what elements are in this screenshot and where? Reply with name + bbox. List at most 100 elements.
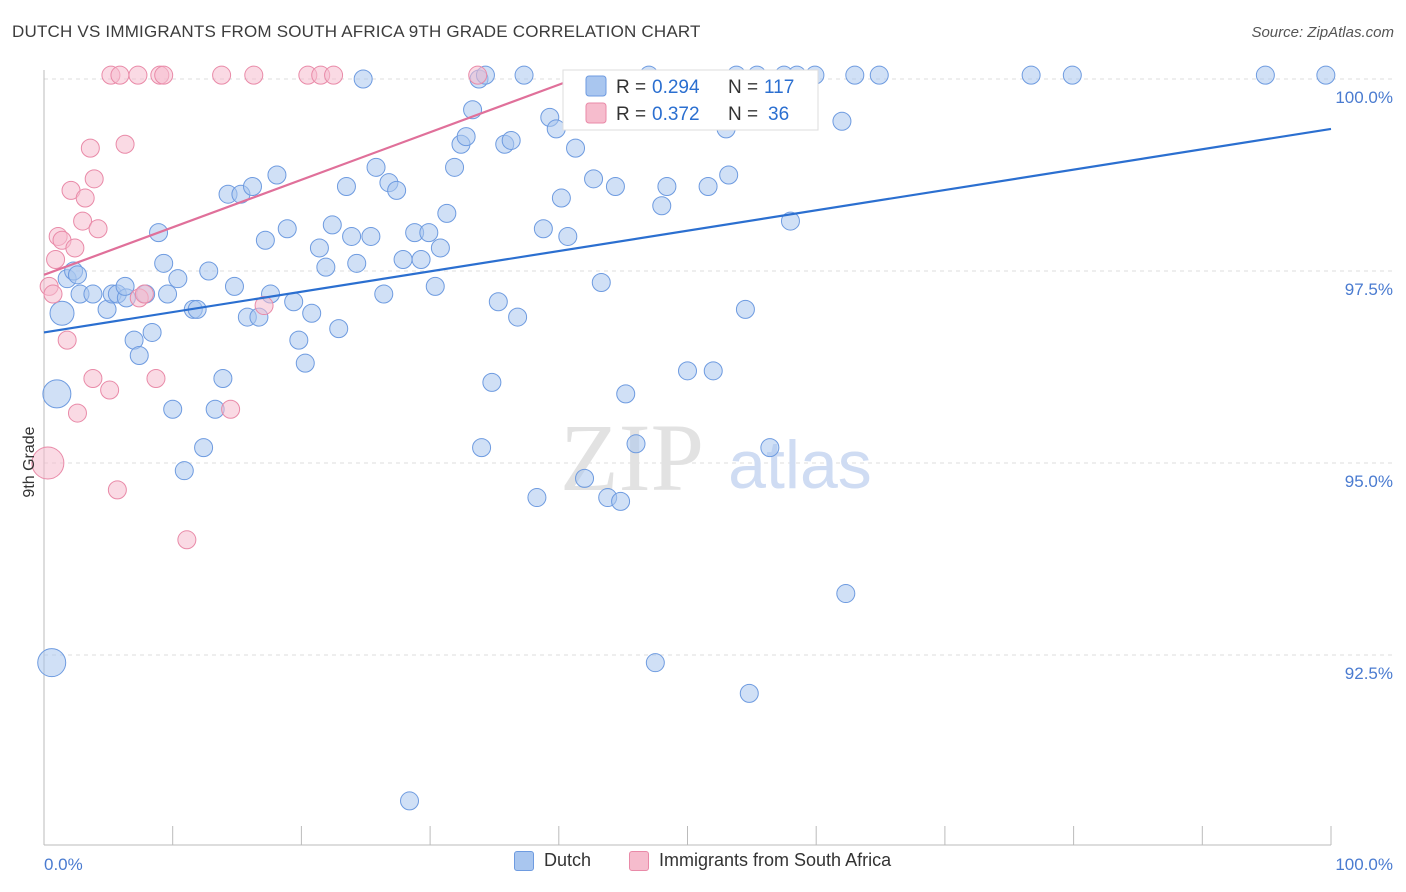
south-africa-point (212, 65, 232, 85)
legend-swatch-dutch (514, 850, 534, 871)
dutch-trend-line (43, 127, 1332, 334)
dutch-point (566, 138, 586, 158)
sa-legend-swatch (585, 102, 607, 124)
dutch-point (584, 169, 604, 189)
south-africa-point (31, 446, 65, 480)
dutch-point (657, 177, 677, 197)
dutch-point (302, 303, 322, 323)
dutch-point (482, 372, 502, 392)
dutch-point (353, 69, 373, 89)
south-africa-point (468, 65, 488, 85)
watermark: ZIP atlas (560, 404, 872, 511)
south-africa-point (67, 403, 87, 423)
trend-lines (43, 77, 1332, 334)
dutch-point (374, 284, 394, 304)
south-africa-point (75, 188, 95, 208)
dutch-point (869, 65, 889, 85)
dutch-point (780, 211, 800, 231)
dutch-r-value: 0.294 (652, 77, 700, 98)
south-africa-point (57, 330, 77, 350)
dutch-point (199, 261, 219, 281)
dutch-point (316, 257, 336, 277)
y-axis-title: 9th Grade (21, 426, 38, 497)
south-africa-point (43, 284, 63, 304)
dutch-point (1021, 65, 1041, 85)
dutch-point (527, 488, 547, 508)
dutch-point (616, 384, 636, 404)
sa-n-value: 36 (768, 104, 789, 125)
dutch-point (703, 361, 723, 381)
legend-label-south-africa: Immigrants from South Africa (659, 850, 892, 870)
dutch-point (445, 157, 465, 177)
south-africa-point (65, 238, 85, 258)
x-tick-label-min: 0.0% (44, 855, 83, 874)
dutch-point (437, 203, 457, 223)
dutch-point (1255, 65, 1275, 85)
dutch-point (430, 238, 450, 258)
stats-legend: R = 0.294 N = 117 R = 0.372 N = 36 (562, 69, 819, 131)
south-africa-point (88, 219, 108, 239)
dutch-n-label: N = (728, 77, 758, 98)
watermark-zip: ZIP (560, 404, 704, 511)
dutch-point (739, 683, 759, 703)
dutch-point (342, 226, 362, 246)
dutch-n-value: 117 (764, 77, 794, 98)
x-tick-label-max: 100.0% (1335, 855, 1393, 874)
dutch-point (142, 322, 162, 342)
dutch-point (49, 300, 75, 326)
dutch-point (168, 269, 188, 289)
legend-label-dutch: Dutch (544, 850, 592, 870)
dutch-point (698, 177, 718, 197)
dutch-point (37, 648, 67, 678)
legend-item-dutch: Dutch (514, 850, 591, 871)
dutch-point (501, 130, 521, 150)
dutch-point (267, 165, 287, 185)
dutch-point (735, 299, 755, 319)
dutch-point (1316, 65, 1336, 85)
data-points (31, 65, 1336, 811)
dutch-r-label: R = (616, 77, 646, 98)
dutch-point (575, 468, 595, 488)
dutch-point (400, 791, 420, 811)
dutch-point (419, 223, 439, 243)
dutch-point (194, 438, 214, 458)
dutch-point (387, 180, 407, 200)
south-africa-point (221, 399, 241, 419)
dutch-legend-swatch (585, 75, 607, 97)
sa-r-value: 0.372 (652, 104, 700, 125)
dutch-point (213, 369, 233, 389)
south-africa-point (110, 65, 130, 85)
dutch-point (289, 330, 309, 350)
dutch-point (115, 276, 135, 296)
dutch-point (626, 434, 646, 454)
south-africa-point (73, 211, 93, 231)
dutch-point (836, 584, 856, 604)
dutch-point (558, 226, 578, 246)
dutch-point (719, 165, 739, 185)
south-africa-point (107, 480, 127, 500)
dutch-point (277, 219, 297, 239)
dutch-point (652, 196, 672, 216)
legend-item-south-africa: Immigrants from South Africa (629, 850, 891, 871)
legend-swatch-south-africa (629, 850, 649, 871)
south-africa-trend-line (43, 77, 575, 276)
dutch-point (393, 249, 413, 269)
dutch-point (83, 284, 103, 304)
source-label: Source: ZipAtlas.com (1251, 24, 1394, 41)
dutch-point (591, 273, 611, 293)
watermark-atlas: atlas (728, 427, 872, 503)
dutch-point (645, 653, 665, 673)
y-tick-label: 97.5% (1345, 280, 1393, 299)
chart-title: DUTCH VS IMMIGRANTS FROM SOUTH AFRICA 9T… (12, 22, 701, 41)
dutch-point (163, 399, 183, 419)
dutch-point (832, 111, 852, 131)
dutch-point (514, 65, 534, 85)
dutch-point (309, 238, 329, 258)
dutch-point (42, 379, 72, 409)
y-tick-label: 92.5% (1345, 664, 1393, 683)
dutch-point (67, 265, 87, 285)
south-africa-point (134, 284, 154, 304)
south-africa-point (154, 65, 174, 85)
dutch-point (488, 292, 508, 312)
dutch-point (1062, 65, 1082, 85)
